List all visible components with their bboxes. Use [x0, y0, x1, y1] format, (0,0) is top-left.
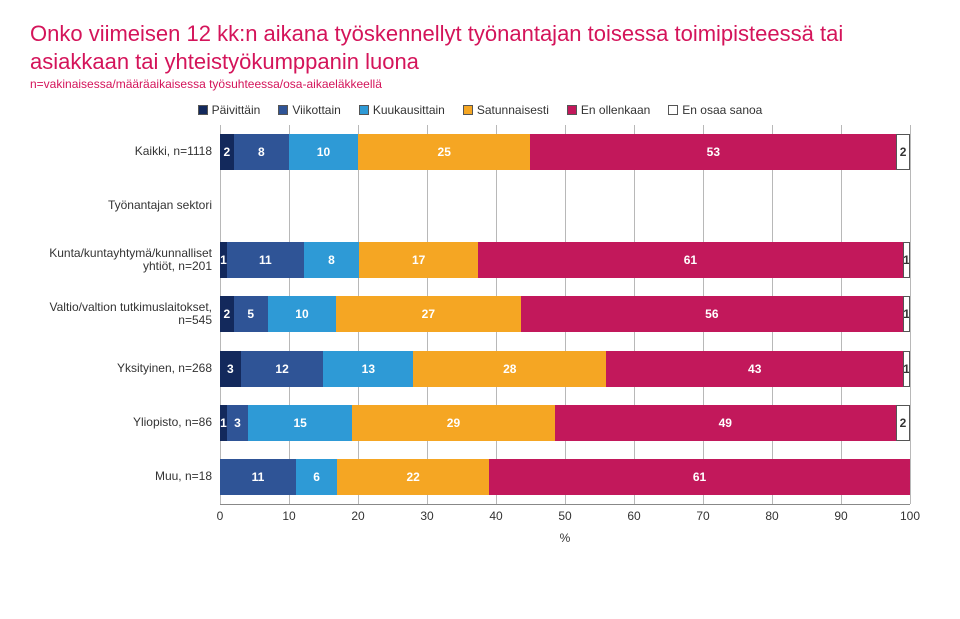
legend-item: En ollenkaan	[567, 103, 650, 117]
bar-segment: 2	[896, 134, 910, 170]
legend-item: En osaa sanoa	[668, 103, 762, 117]
bar-segment: 8	[304, 242, 360, 278]
bar-row: Muu, n=181162261	[220, 450, 910, 504]
legend-swatch	[463, 105, 473, 115]
legend-label: Viikottain	[292, 103, 340, 117]
row-label: Yliopisto, n=86	[35, 416, 220, 430]
bar-row: Yksityinen, n=2683121328431	[220, 342, 910, 396]
x-tick-label: 70	[696, 509, 709, 523]
bar-segment: 11	[227, 242, 304, 278]
bar-segment: 1	[903, 242, 910, 278]
bar-segment: 8	[234, 134, 289, 170]
bar-row: Valtio/valtion tutkimuslaitokset, n=5452…	[220, 287, 910, 341]
x-tick-label: 100	[900, 509, 920, 523]
bar-segment: 2	[220, 134, 234, 170]
legend: Päivittäin Viikottain Kuukausittain Satunna…	[30, 103, 930, 117]
x-tick-label: 30	[420, 509, 433, 523]
bar-segment: 1	[220, 405, 227, 441]
bar-segment: 2	[220, 296, 234, 332]
bar-segment: 15	[248, 405, 353, 441]
x-tick-label: 80	[765, 509, 778, 523]
plot-area: Kaikki, n=1118281025532Työnantajan sekto…	[220, 125, 910, 505]
bar-row: Kunta/kuntayhtymä/kunnalliset yhtiöt, n=…	[220, 233, 910, 287]
bar-segment: 27	[336, 296, 520, 332]
bar-row: Kaikki, n=1118281025532	[220, 125, 910, 179]
legend-label: En osaa sanoa	[682, 103, 762, 117]
row-label: Kaikki, n=1118	[35, 145, 220, 159]
chart-title: Onko viimeisen 12 kk:n aikana työskennel…	[30, 20, 930, 75]
bar-segment: 10	[289, 134, 358, 170]
x-tick-label: 20	[351, 509, 364, 523]
legend-swatch	[668, 105, 678, 115]
legend-swatch	[359, 105, 369, 115]
legend-swatch	[198, 105, 208, 115]
stacked-bar: 251027561	[220, 296, 910, 332]
stacked-bar: 281025532	[220, 134, 910, 170]
bar-segment: 28	[413, 351, 606, 387]
x-tick-label: 50	[558, 509, 571, 523]
bar-segment: 25	[358, 134, 531, 170]
bar-segment: 3	[227, 405, 248, 441]
row-label: Yksityinen, n=268	[35, 362, 220, 376]
gridline	[910, 125, 911, 504]
bar-segment: 49	[555, 405, 897, 441]
stacked-bar: 111817611	[220, 242, 910, 278]
bar-segment: 1	[220, 242, 227, 278]
x-tick-label: 0	[217, 509, 224, 523]
x-tick-label: 60	[627, 509, 640, 523]
bar-segment: 10	[268, 296, 336, 332]
bar-segment: 1	[903, 296, 910, 332]
bar-segment: 61	[478, 242, 903, 278]
stacked-bar: 131529492	[220, 405, 910, 441]
bar-rows: Kaikki, n=1118281025532Työnantajan sekto…	[220, 125, 910, 504]
bar-segment: 17	[359, 242, 477, 278]
legend-item: Viikottain	[278, 103, 340, 117]
bar-segment: 12	[241, 351, 324, 387]
legend-label: Kuukausittain	[373, 103, 445, 117]
legend-item: Päivittäin	[198, 103, 261, 117]
bar-segment: 61	[489, 459, 910, 495]
bar-segment: 56	[521, 296, 904, 332]
legend-item: Satunnaisesti	[463, 103, 549, 117]
chart-subtitle: n=vakinaisessa/määräaikaisessa työsuhtee…	[30, 77, 930, 91]
bar-segment: 29	[352, 405, 554, 441]
row-label: Kunta/kuntayhtymä/kunnalliset yhtiöt, n=…	[35, 247, 220, 275]
x-tick-label: 10	[282, 509, 295, 523]
x-axis-title: %	[560, 531, 571, 545]
legend-swatch	[567, 105, 577, 115]
bar-row: Yliopisto, n=86131529492	[220, 396, 910, 450]
bar-segment: 22	[337, 459, 489, 495]
legend-label: En ollenkaan	[581, 103, 650, 117]
bar-segment: 5	[234, 296, 268, 332]
legend-item: Kuukausittain	[359, 103, 445, 117]
bar-segment: 53	[530, 134, 896, 170]
bar-segment: 3	[220, 351, 241, 387]
x-tick-label: 90	[834, 509, 847, 523]
stacked-bar: 3121328431	[220, 351, 910, 387]
legend-label: Päivittäin	[212, 103, 261, 117]
bar-segment: 11	[220, 459, 296, 495]
bar-segment: 6	[296, 459, 337, 495]
bar-segment: 13	[323, 351, 413, 387]
row-label: Valtio/valtion tutkimuslaitokset, n=545	[35, 301, 220, 329]
bar-segment: 43	[606, 351, 903, 387]
row-label: Työnantajan sektori	[35, 199, 220, 213]
x-tick-label: 40	[489, 509, 502, 523]
bar-segment: 1	[903, 351, 910, 387]
legend-label: Satunnaisesti	[477, 103, 549, 117]
stacked-bar: 1162261	[220, 459, 910, 495]
section-header-row: Työnantajan sektori	[220, 179, 910, 233]
x-axis: 0102030405060708090100 %	[220, 505, 910, 545]
bar-segment: 2	[896, 405, 910, 441]
chart-area: Kaikki, n=1118281025532Työnantajan sekto…	[220, 125, 910, 545]
legend-swatch	[278, 105, 288, 115]
row-label: Muu, n=18	[35, 470, 220, 484]
